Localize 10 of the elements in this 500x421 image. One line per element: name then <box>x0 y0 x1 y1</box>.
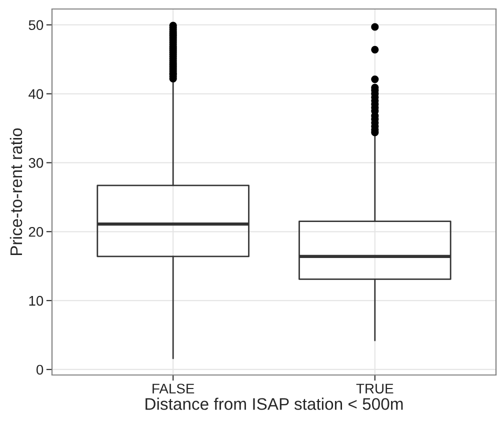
y-tick-label: 10 <box>29 296 44 306</box>
y-tick-label: 30 <box>28 158 44 168</box>
y-tick-label: 0 <box>36 364 44 375</box>
x-tick-label: FALSE <box>152 384 194 394</box>
x-tick-label: TRUE <box>356 384 394 394</box>
y-tick-label: 20 <box>28 226 44 237</box>
y-tick-label: 50 <box>28 20 44 30</box>
x-axis-title: Distance from ISAP station < 500m <box>146 398 403 410</box>
y-tick-label: 40 <box>28 89 44 99</box>
y-axis-title: Price-to-rent ratio <box>10 128 22 255</box>
